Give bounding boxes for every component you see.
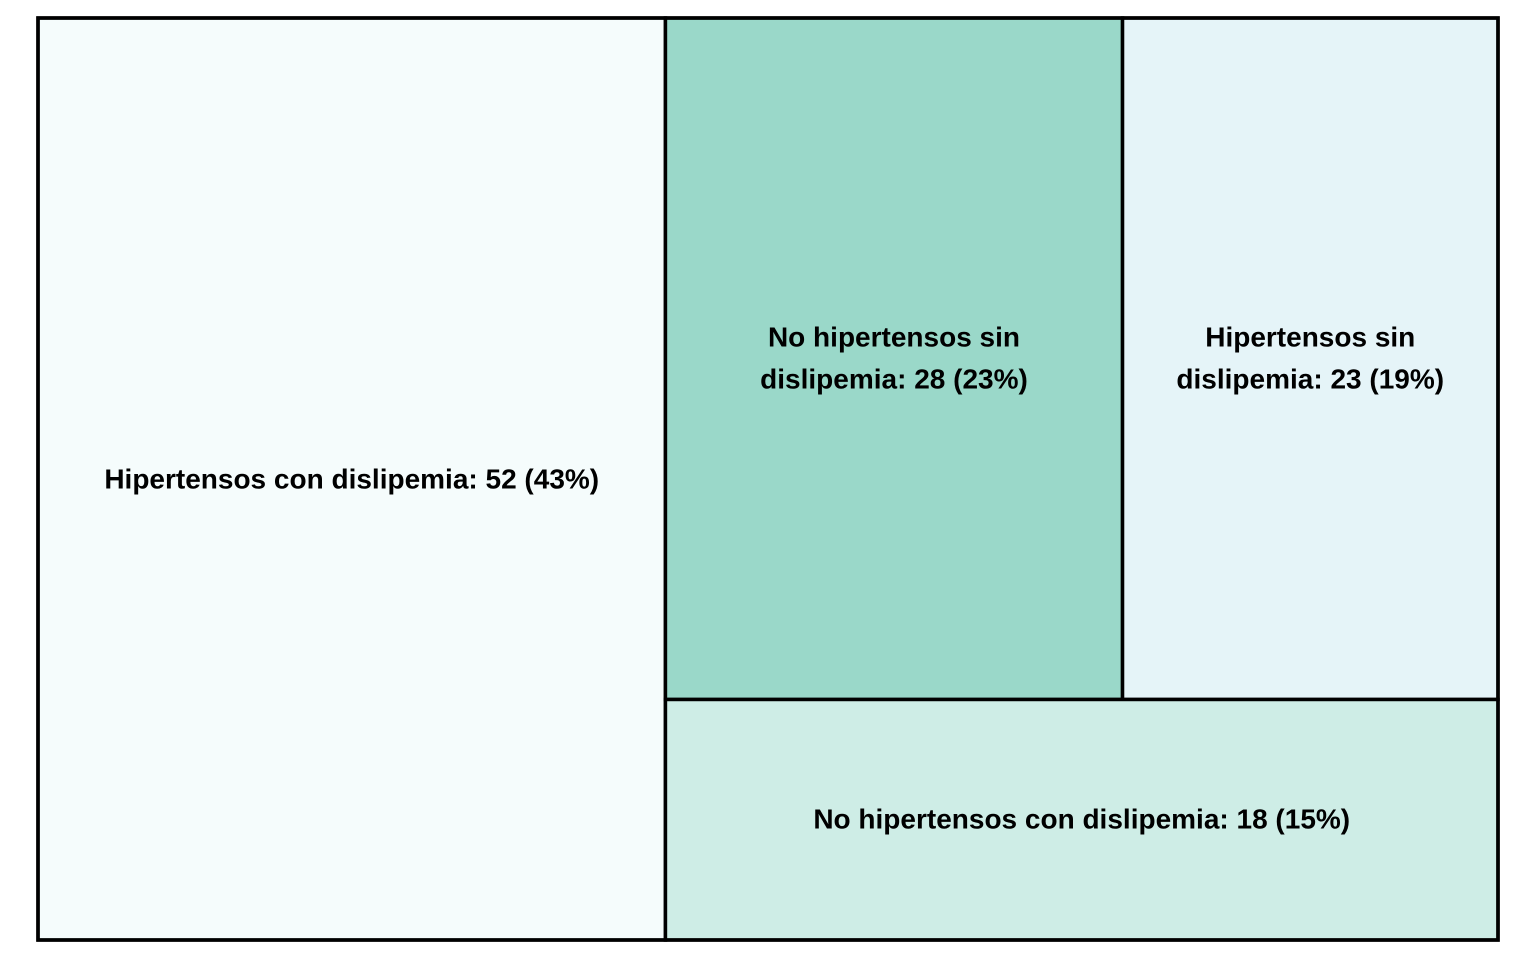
tile-hipertensos-sin-dislipemia [1120, 16, 1500, 702]
tile-label-line: dislipemia: 23 (19%) [1176, 363, 1444, 394]
tile-label-hipertensos-sin-dislipemia: Hipertensos sin dislipemia: 23 (19%) [1176, 321, 1444, 394]
tile-label-line: No hipertensos sin [768, 321, 1020, 352]
tile-label-no-hipertensos-sin-dislipemia: No hipertensos sin dislipemia: 28 (23%) [760, 321, 1028, 394]
tile-label-hipertensos-con-dislipemia: Hipertensos con dislipemia: 52 (43%) [104, 463, 599, 494]
tile-label-line: No hipertensos con dislipemia: 18 (15%) [813, 803, 1350, 834]
tile-no-hipertensos-sin-dislipemia [663, 16, 1125, 702]
treemap-frame [36, 16, 1500, 942]
treemap-tiles [36, 16, 1500, 942]
tile-hipertensos-con-dislipemia [36, 16, 668, 942]
tile-no-hipertensos-con-dislipemia [663, 697, 1500, 942]
tile-label-line: dislipemia: 28 (23%) [760, 363, 1028, 394]
treemap-labels: Hipertensos con dislipemia: 52 (43%) No h… [104, 321, 1444, 834]
tile-label-line: Hipertensos con dislipemia: 52 (43%) [104, 463, 599, 494]
tile-label-no-hipertensos-con-dislipemia: No hipertensos con dislipemia: 18 (15%) [813, 803, 1350, 834]
tile-label-line: Hipertensos sin [1205, 321, 1415, 352]
